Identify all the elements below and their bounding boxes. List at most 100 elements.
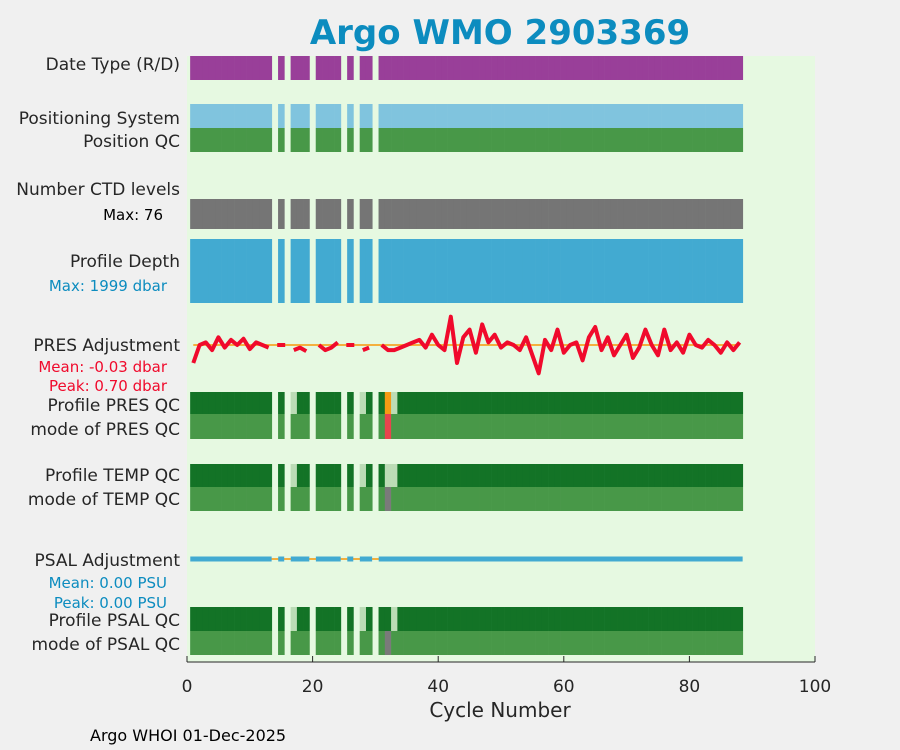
profile-pres-qc-bar-cycle-88 (736, 392, 744, 414)
profile-psal-qc-bar-cycle-54 (522, 607, 530, 631)
profile-psal-qc-bar-cycle-42 (447, 607, 455, 631)
positioning-system-bar-cycle-64 (585, 104, 593, 128)
mode-temp-qc-bar-cycle-74 (648, 487, 656, 511)
date-type-bar-cycle-55 (529, 56, 536, 80)
date-type-bar-cycle-4 (208, 56, 216, 80)
mode-pres-qc-bar-cycle-86 (723, 414, 731, 439)
position-qc-bar-cycle-33 (391, 128, 398, 152)
mode-psal-qc-bar-cycle-74 (648, 631, 656, 655)
position-qc-bar-cycle-84 (711, 128, 718, 152)
profile-temp-qc-bar-cycle-85 (717, 464, 725, 487)
mode-psal-qc-bar-cycle-31 (378, 631, 386, 655)
mode-psal-qc-bar-cycle-34 (397, 631, 404, 655)
profile-depth-bar-cycle-84 (711, 239, 718, 303)
profile-depth-bar-cycle-83 (705, 239, 712, 303)
positioning-system-bar-cycle-59 (554, 104, 561, 128)
profile-psal-qc-bar-cycle-40 (435, 607, 442, 631)
profile-psal-qc-bar-cycle-87 (730, 607, 737, 631)
profile-temp-qc-bar-cycle-13 (265, 464, 273, 487)
profile-depth-bar-cycle-78 (673, 239, 681, 303)
profile-pres-qc-bar-cycle-7 (227, 392, 235, 414)
ctd-levels-bar-cycle-86 (723, 199, 731, 229)
profile-temp-qc-bar-cycle-31 (378, 464, 386, 487)
mode-temp-qc-bar-cycle-51 (504, 487, 511, 511)
ctd-levels-bar-cycle-74 (648, 199, 656, 229)
profile-temp-qc-bar-cycle-26 (347, 464, 354, 487)
mode-pres-qc-bar-cycle-83 (705, 414, 712, 439)
position-qc-bar-cycle-5 (215, 128, 222, 152)
row-label: mode of PRES QC (30, 420, 180, 440)
date-type-bar-cycle-77 (667, 56, 674, 80)
position-qc-bar-cycle-72 (636, 128, 643, 152)
row-label: mode of PSAL QC (31, 635, 180, 655)
profile-depth-bar-cycle-26 (347, 239, 354, 303)
mode-temp-qc-bar-cycle-72 (636, 487, 643, 511)
mode-temp-qc-bar-cycle-71 (629, 487, 637, 511)
mode-psal-qc-bar-cycle-76 (661, 631, 668, 655)
mode-temp-qc-bar-cycle-39 (428, 487, 436, 511)
position-qc-bar-cycle-75 (654, 128, 662, 152)
position-qc-bar-cycle-10 (246, 128, 254, 152)
mode-pres-qc-bar-cycle-74 (648, 414, 656, 439)
profile-pres-qc-bar-cycle-43 (453, 392, 461, 414)
ctd-levels-bar-cycle-7 (227, 199, 235, 229)
profile-temp-qc-bar-cycle-82 (698, 464, 706, 487)
ctd-levels-bar-cycle-29 (365, 199, 373, 229)
profile-psal-qc-bar-cycle-49 (491, 607, 499, 631)
profile-depth-bar-cycle-8 (234, 239, 241, 303)
mode-psal-qc-bar-cycle-22 (322, 631, 329, 655)
ctd-levels-bar-cycle-51 (504, 199, 511, 229)
mode-temp-qc-bar (190, 487, 744, 511)
profile-depth-bar-cycle-63 (579, 239, 587, 303)
profile-pres-qc-bar-cycle-39 (428, 392, 436, 414)
mode-pres-qc-bar-cycle-40 (435, 414, 442, 439)
profile-pres-qc-bar-cycle-36 (409, 392, 417, 414)
mode-pres-qc-bar-cycle-82 (698, 414, 706, 439)
profile-depth-bar-cycle-21 (315, 239, 323, 303)
profile-psal-qc-bar-cycle-23 (328, 607, 335, 631)
date-type-bar-cycle-83 (705, 56, 712, 80)
profile-psal-qc-bar-cycle-83 (705, 607, 712, 631)
ctd-levels-bar-cycle-56 (535, 199, 543, 229)
mode-psal-qc-bar-cycle-6 (221, 631, 229, 655)
positioning-system-bar-cycle-17 (290, 104, 298, 128)
mode-pres-qc-bar-cycle-66 (598, 414, 605, 439)
positioning-system-bar-cycle-88 (736, 104, 744, 128)
ctd-levels-bar-cycle-64 (585, 199, 593, 229)
position-qc-bar-cycle-39 (428, 128, 436, 152)
profile-depth-bar-cycle-23 (328, 239, 335, 303)
mode-temp-qc-bar-cycle-60 (560, 487, 568, 511)
position-qc-bar-cycle-7 (227, 128, 235, 152)
mode-temp-qc-bar-cycle-12 (259, 487, 266, 511)
psal-peak-note: Peak: 0.00 PSU (54, 594, 167, 612)
profile-psal-qc-bar-cycle-84 (711, 607, 718, 631)
mode-temp-qc-bar-cycle-45 (466, 487, 474, 511)
mode-psal-qc-bar-cycle-29 (365, 631, 373, 655)
date-type-bar-cycle-3 (202, 56, 210, 80)
mode-pres-qc-bar-cycle-69 (617, 414, 624, 439)
profile-temp-qc-bar-cycle-53 (516, 464, 524, 487)
profile-psal-qc-bar-cycle-17 (290, 607, 298, 631)
ctd-levels-bar-cycle-88 (736, 199, 744, 229)
mode-psal-qc-bar-cycle-7 (227, 631, 235, 655)
position-qc-bar-cycle-48 (485, 128, 492, 152)
date-type-bar-cycle-73 (642, 56, 649, 80)
mode-pres-qc-bar-cycle-10 (246, 414, 254, 439)
ctd-levels-bar-cycle-81 (692, 199, 700, 229)
ctd-levels-bar-cycle-44 (460, 199, 467, 229)
mode-psal-qc-bar-cycle-42 (447, 631, 455, 655)
position-qc-bar-cycle-69 (617, 128, 624, 152)
position-qc-bar-cycle-24 (334, 128, 342, 152)
profile-temp-qc-bar-cycle-18 (296, 464, 304, 487)
mode-temp-qc-bar-cycle-18 (296, 487, 304, 511)
positioning-system-bar-cycle-69 (617, 104, 624, 128)
mode-temp-qc-bar-cycle-73 (642, 487, 649, 511)
profile-depth-bar-cycle-32 (384, 239, 392, 303)
mode-psal-qc-bar-cycle-65 (592, 631, 599, 655)
profile-psal-qc-bar-cycle-58 (548, 607, 555, 631)
date-type-bar-cycle-1 (190, 56, 197, 80)
mode-psal-qc-bar-cycle-66 (598, 631, 605, 655)
ctd-levels-bar-cycle-80 (686, 199, 693, 229)
mode-pres-qc-bar-cycle-15 (278, 414, 285, 439)
ctd-levels-bar-cycle-8 (234, 199, 241, 229)
